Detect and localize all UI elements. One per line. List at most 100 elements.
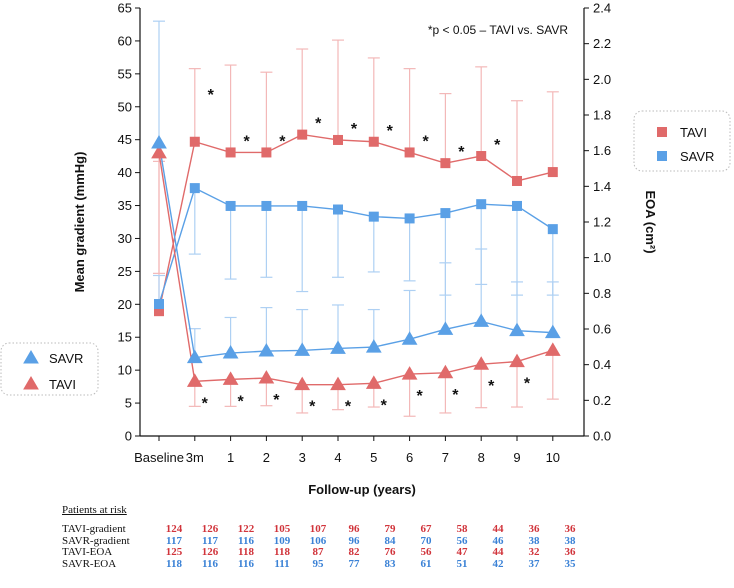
y-right-tick-label: 0.6 [593,322,611,337]
risk-value: 35 [564,557,576,570]
x-tick-label: 4 [334,450,341,465]
savr-eoa-point [404,213,415,224]
risk-row-label: TAVI-EOA [62,546,113,559]
y-left-tick-label: 10 [118,363,132,378]
risk-value: 56 [420,546,432,559]
savr-eoa-point [440,208,451,219]
risk-row-label: TAVI-gradient [62,523,126,535]
tavi-gradient-point [509,353,525,368]
y-axis-right-title: EOA (cm²) [643,190,658,253]
savr-gradient-point [544,324,561,339]
significance-star: * [422,133,429,150]
x-tick-label: 7 [442,450,449,465]
x-tick-label: 8 [478,450,485,465]
y-right-tick-label: 1.0 [593,250,611,265]
y-left-tick-label: 45 [118,132,132,147]
risk-value: 61 [420,557,432,570]
risk-value: 126 [201,523,219,535]
tavi-eoa-point [261,147,272,158]
risk-value: 106 [309,534,327,547]
tavi-gradient-point [473,356,490,370]
significance-star: * [416,388,423,405]
risk-value: 36 [564,523,576,535]
y-left-tick-label: 0 [125,429,132,444]
y-left-tick-label: 40 [118,165,132,180]
risk-value: 82 [348,546,360,559]
y-right-tick-label: 0.8 [593,286,611,301]
tavi-gradient-point [222,371,239,385]
savr-gradient-line [158,142,553,359]
tavi-gradient-point [258,370,275,384]
risk-value: 32 [528,546,540,559]
tavi-gradient-line [158,152,554,386]
risk-value: 124 [165,523,183,535]
risk-value: 117 [202,534,218,547]
tavi-gradient-point [330,376,346,391]
savr-gradient-point [473,313,490,327]
savr-gradient-point [401,331,418,345]
significance-star: * [309,399,316,416]
savr-gradient-point [294,342,311,356]
y-right-tick-label: 0.0 [593,429,611,444]
y-axis-left-title: Mean gradient (mmHg) [72,152,87,293]
savr-eoa-point [189,183,200,194]
significance-star: * [387,123,394,140]
risk-value: 58 [456,523,468,535]
significance-star: * [351,121,358,138]
patients-at-risk: Patients at risk TAVI-gradient 124 126 122 1… [62,504,588,570]
risk-value: 36 [528,523,540,535]
risk-value: 95 [312,557,324,570]
risk-value: 36 [564,546,576,559]
risk-row-label: SAVR-gradient [62,534,130,547]
savr-eoa-point [261,200,272,211]
y-left-tick-label: 5 [125,396,132,411]
savr-gradient-point [222,345,239,359]
legend-marker-savr [23,350,39,364]
y-right-tick-label: 1.2 [593,215,611,230]
legend-label-savr: SAVR [49,351,83,366]
y-right-tick-label: 1.6 [593,143,611,158]
risk-value: 51 [456,557,468,570]
risk-value: 117 [166,534,182,547]
patients-at-risk-table: TAVI-gradient 124 126 122 105 107 96 79 67 58 44 36… [62,523,588,571]
savr-gradient-point [330,340,346,354]
y-left-tick-label: 30 [118,231,132,246]
risk-value: 56 [456,534,468,547]
y-left-tick-label: 20 [118,297,132,312]
x-tick-label: Baseline [134,450,184,465]
risk-value: 107 [309,523,327,535]
risk-row: SAVR-EOA 118 116 116 111 95 77 83 61 51 42 37 35 [62,557,588,571]
tavi-gradient-point [294,376,311,391]
savr-eoa-point [297,200,308,211]
risk-value: 76 [384,546,396,559]
savr-gradient-point [186,349,203,364]
significance-star: * [458,144,465,161]
y-left-tick-label: 55 [118,66,132,81]
tavi-gradient-point [186,373,203,387]
x-tick-label: 1 [227,450,234,465]
y-left-tick-label: 35 [118,198,132,213]
risk-value: 46 [492,534,504,547]
y-left-tick-label: 60 [118,33,132,48]
risk-value: 70 [420,534,432,547]
tavi-gradient-point [365,375,382,389]
legend-marker-tavi [657,127,667,137]
risk-value: 96 [348,534,360,547]
y-left-tick-label: 25 [118,264,132,279]
risk-row: TAVI-gradient 124 126 122 105 107 96 79 67 58 44 36… [62,523,588,536]
significance-star: * [315,116,322,133]
risk-row: TAVI-EOA 125 126 118 118 87 82 76 56 47 44 32 36 [62,547,588,559]
risk-value: 122 [237,523,255,535]
legend-marker-tavi [23,376,39,390]
significance-star: * [345,399,352,416]
savr-eoa-point [512,200,522,211]
savr-eoa-point [333,204,343,215]
x-tick-label: 10 [546,450,560,465]
significance-star: * [273,392,280,409]
risk-value: 84 [384,534,396,547]
legend-marker-savr [657,151,667,161]
tavi-eoa-point [189,136,200,147]
savr-gradient-point [258,343,275,357]
risk-value: 83 [384,557,396,570]
tavi-eoa-line [158,133,553,312]
